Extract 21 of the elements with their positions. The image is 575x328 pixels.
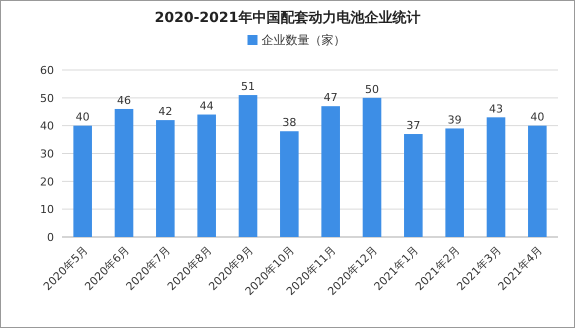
y-tick-label: 30 xyxy=(40,148,54,160)
legend-label: 企业数量（家） xyxy=(262,33,346,47)
data-label: 40 xyxy=(76,110,90,124)
data-label: 38 xyxy=(282,116,296,130)
data-label: 47 xyxy=(324,91,338,104)
y-tick-label: 50 xyxy=(40,92,54,105)
y-tick-label: 20 xyxy=(40,175,54,188)
data-label: 37 xyxy=(406,119,420,132)
data-label: 40 xyxy=(530,110,544,124)
y-tick-label: 40 xyxy=(40,120,54,133)
data-label: 43 xyxy=(489,102,503,116)
data-label: 44 xyxy=(200,100,214,113)
title: 2020-2021年中国配套动力电池企业统计 xyxy=(154,10,420,26)
data-label: 42 xyxy=(158,105,172,118)
data-label: 39 xyxy=(448,113,462,126)
y-tick-label: 10 xyxy=(40,203,54,216)
y-tick-label: 0 xyxy=(47,231,54,244)
data-label: 50 xyxy=(365,82,379,96)
data-label: 51 xyxy=(241,80,255,94)
data-label: 46 xyxy=(117,94,131,107)
y-tick-label: 60 xyxy=(40,64,54,77)
